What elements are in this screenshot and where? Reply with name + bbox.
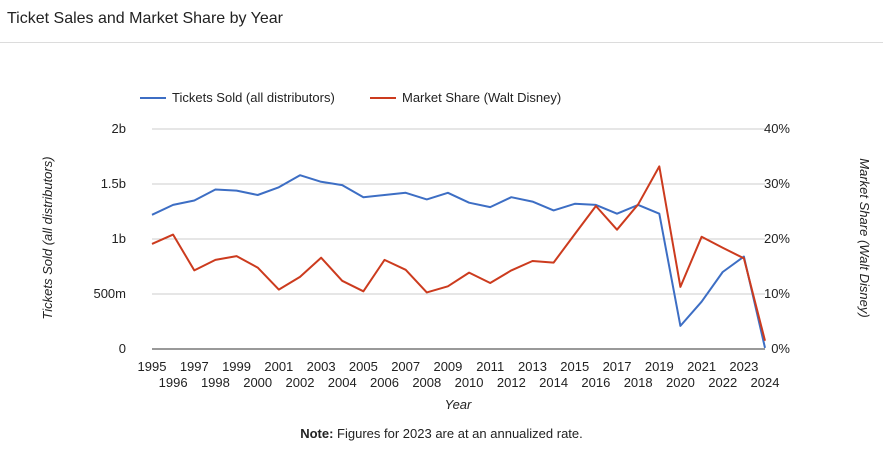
- left-tick-label: 2b: [112, 121, 126, 136]
- x-tick-label: 2003: [307, 359, 336, 374]
- x-tick-label: 2009: [433, 359, 462, 374]
- x-tick-label: 2022: [708, 375, 737, 390]
- x-tick-label: 2024: [751, 375, 780, 390]
- x-tick-label: 2004: [328, 375, 357, 390]
- x-tick-label: 1999: [222, 359, 251, 374]
- x-tick-label: 1996: [159, 375, 188, 390]
- chart-note: Note: Figures for 2023 are at an annuali…: [0, 426, 883, 441]
- x-tick-label: 1995: [138, 359, 167, 374]
- legend: Tickets Sold (all distributors) Market Sh…: [140, 90, 561, 105]
- x-axis-ticks: 1995199619971998199920002001200220032004…: [138, 359, 780, 390]
- left-axis-label: Tickets Sold (all distributors): [40, 156, 55, 319]
- left-tick-label: 1b: [112, 231, 126, 246]
- page-title: Ticket Sales and Market Share by Year: [7, 10, 283, 27]
- market-share-line: [151, 165, 766, 342]
- x-tick-label: 2010: [455, 375, 484, 390]
- x-tick-label: 2017: [603, 359, 632, 374]
- x-tick-label: 2015: [560, 359, 589, 374]
- note-label: Note:: [300, 426, 334, 441]
- x-tick-label: 2007: [391, 359, 420, 374]
- x-axis-label: Year: [445, 397, 472, 412]
- x-tick-label: 2023: [729, 359, 758, 374]
- x-tick-label: 1997: [180, 359, 209, 374]
- right-tick-label: 30%: [764, 176, 790, 191]
- left-tick-label: 500m: [93, 286, 126, 301]
- x-tick-label: 2000: [243, 375, 272, 390]
- series-lines: [151, 165, 766, 349]
- left-tick-label: 0: [119, 341, 126, 356]
- note-text: Figures for 2023 are at an annualized ra…: [333, 426, 583, 441]
- left-tick-label: 1.5b: [101, 176, 126, 191]
- x-tick-label: 2020: [666, 375, 695, 390]
- x-tick-label: 2002: [286, 375, 315, 390]
- x-tick-label: 2012: [497, 375, 526, 390]
- x-tick-label: 1998: [201, 375, 230, 390]
- x-tick-label: 2014: [539, 375, 568, 390]
- x-tick-label: 2001: [264, 359, 293, 374]
- gridlines: [152, 128, 765, 350]
- legend-label: Tickets Sold (all distributors): [172, 90, 335, 105]
- legend-label: Market Share (Walt Disney): [402, 90, 561, 105]
- x-tick-label: 2016: [581, 375, 610, 390]
- right-axis-ticks: 0% 10% 20% 30% 40%: [764, 121, 790, 356]
- right-axis-label: Market Share (Walt Disney): [857, 158, 872, 317]
- title-divider: [0, 42, 883, 43]
- x-tick-label: 2019: [645, 359, 674, 374]
- tickets-sold-line: [151, 174, 766, 349]
- right-tick-label: 20%: [764, 231, 790, 246]
- left-axis-ticks: 0 500m 1b 1.5b 2b: [93, 121, 126, 356]
- x-tick-label: 2005: [349, 359, 378, 374]
- right-tick-label: 10%: [764, 286, 790, 301]
- x-tick-label: 2006: [370, 375, 399, 390]
- x-tick-label: 2021: [687, 359, 716, 374]
- right-tick-label: 40%: [764, 121, 790, 136]
- x-tick-label: 2013: [518, 359, 547, 374]
- x-tick-label: 2011: [476, 359, 504, 374]
- x-tick-label: 2018: [624, 375, 653, 390]
- right-tick-label: 0%: [771, 341, 790, 356]
- x-tick-label: 2008: [412, 375, 441, 390]
